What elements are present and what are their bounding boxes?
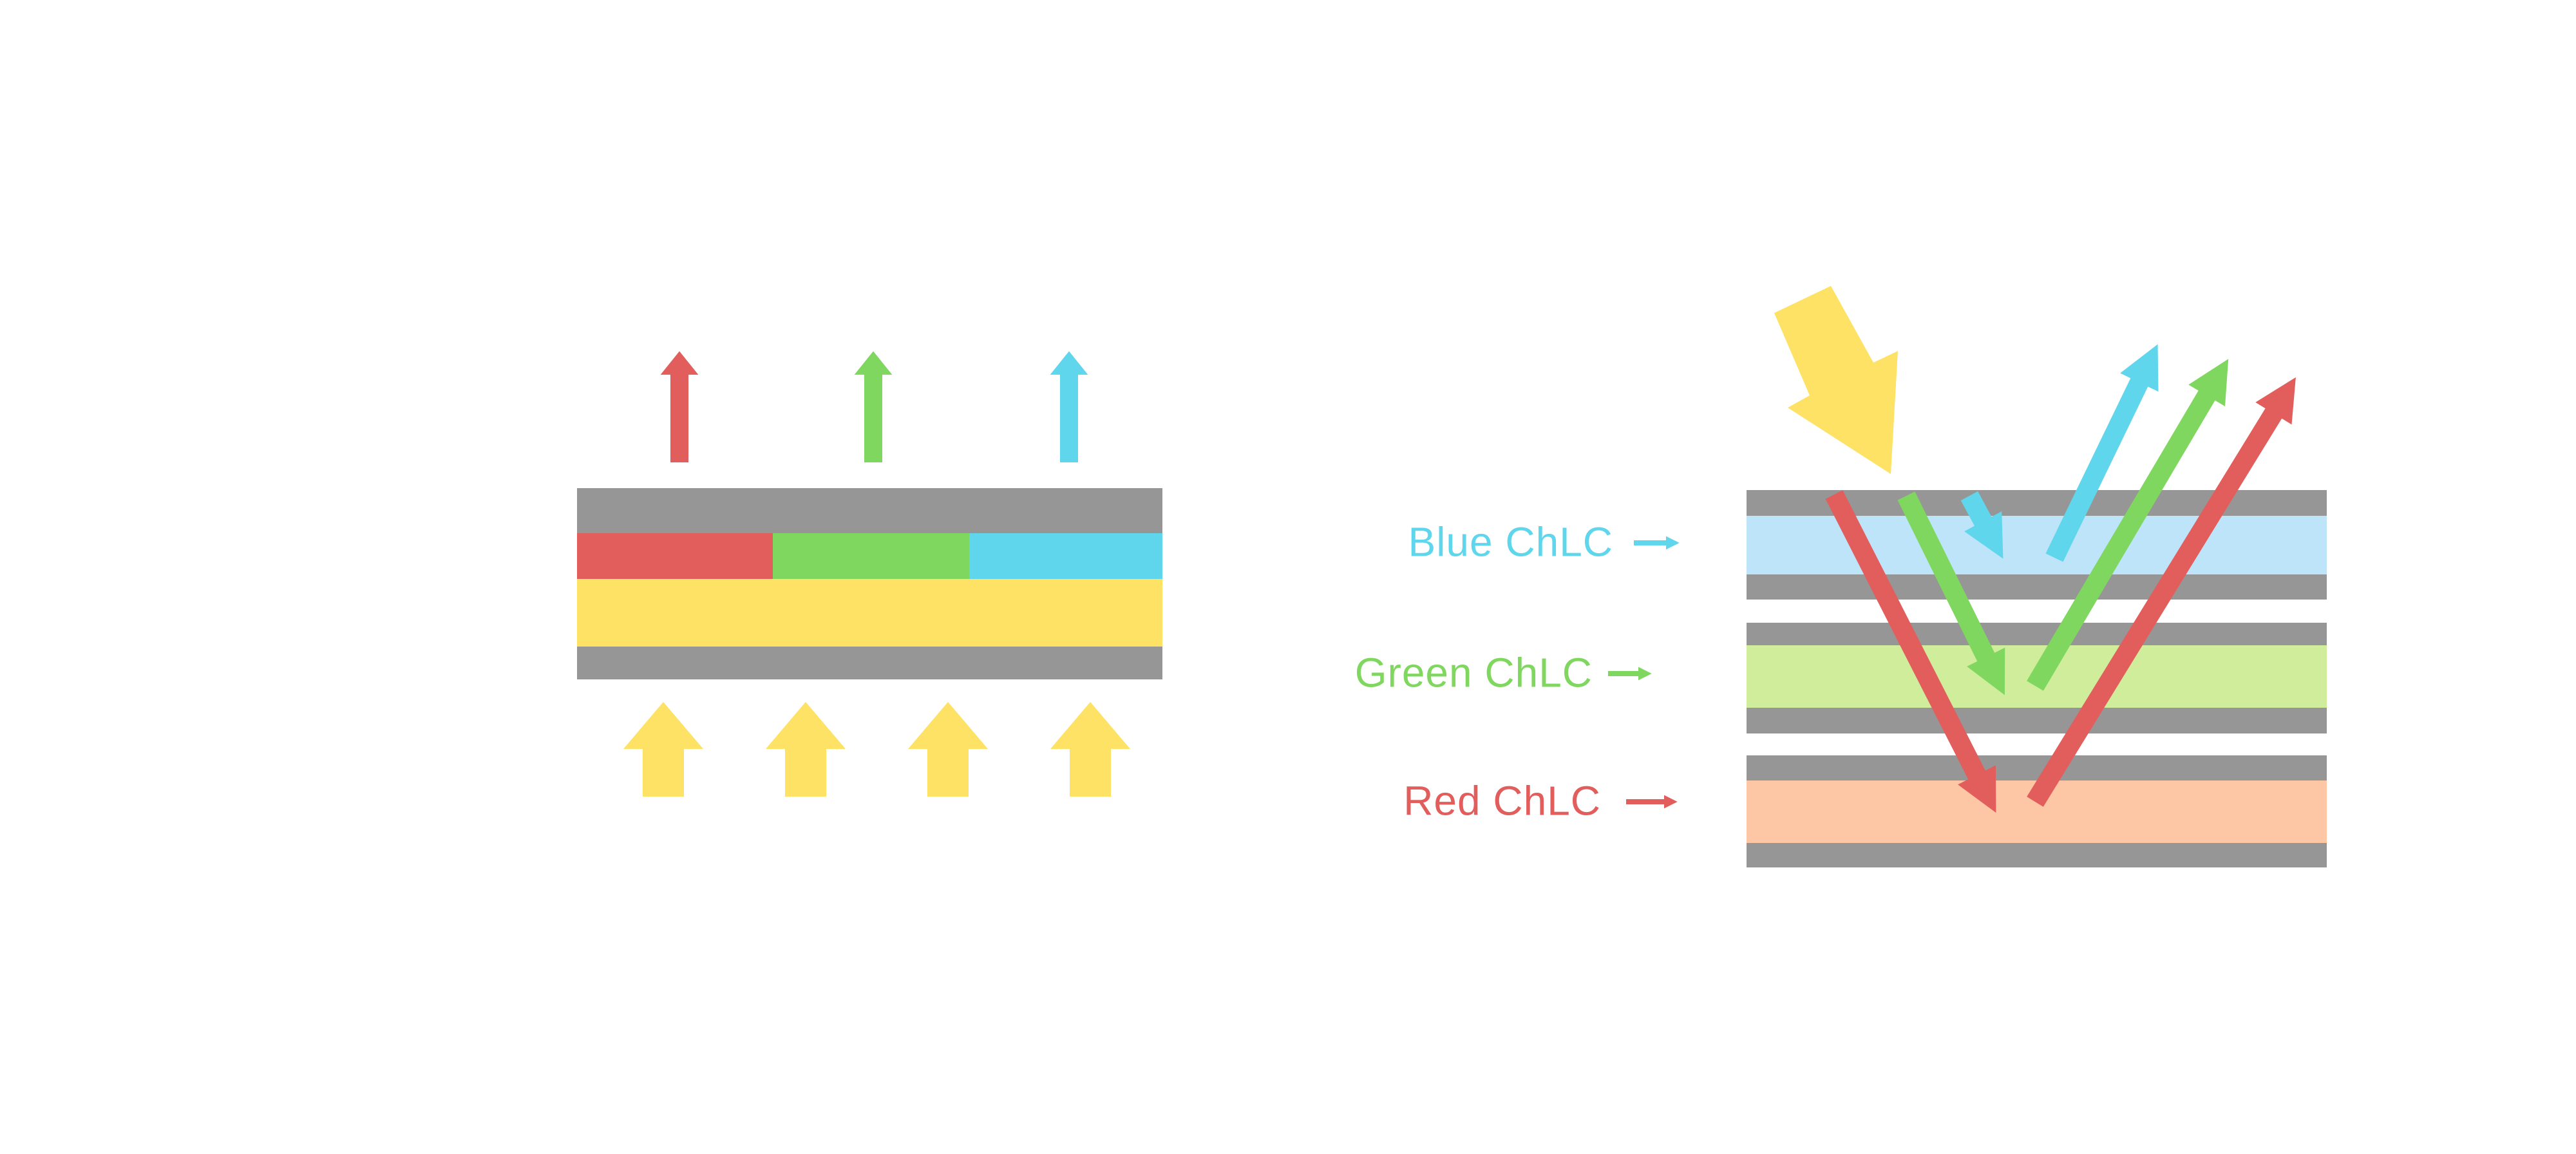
backlight-arrow [623,702,703,797]
left-cyan-subpixel [969,533,1162,579]
left-backlight-layer [577,579,1162,647]
right-diagram [1608,286,2327,867]
blue-reflected-arrow [2045,344,2159,562]
blue-chlc-label: Blue ChLC [1408,518,1613,565]
blue-chlc-layer [1747,516,2327,574]
left-bottom-substrate-bar [577,647,1162,679]
left-diagram [577,351,1162,797]
substrate-bar [1747,755,2327,780]
substrate-bar [1747,843,2327,867]
substrate-bar [1747,623,2327,645]
backlight-arrow [766,702,846,797]
incident-light-arrow [1774,286,1898,474]
red-chlc-label: Red ChLC [1403,777,1601,824]
red-transmitted-arrow [1825,490,1996,813]
substrate-bar [1747,708,2327,733]
substrate-bar [1747,574,2327,600]
green-transmitted-arrow [1897,491,2005,695]
backlight-arrow [1050,702,1130,797]
left-red-subpixel [577,533,773,579]
green-reflected-arrow [2027,359,2229,691]
green-chlc-label: Green ChLC [1354,649,1593,696]
backlight-arrow [908,702,988,797]
red-reflected-arrow [2027,377,2296,807]
left-green-subpixel [773,533,969,579]
left-top-substrate-bar [577,488,1162,533]
cyan-transmitted-arrow [1960,491,2003,559]
